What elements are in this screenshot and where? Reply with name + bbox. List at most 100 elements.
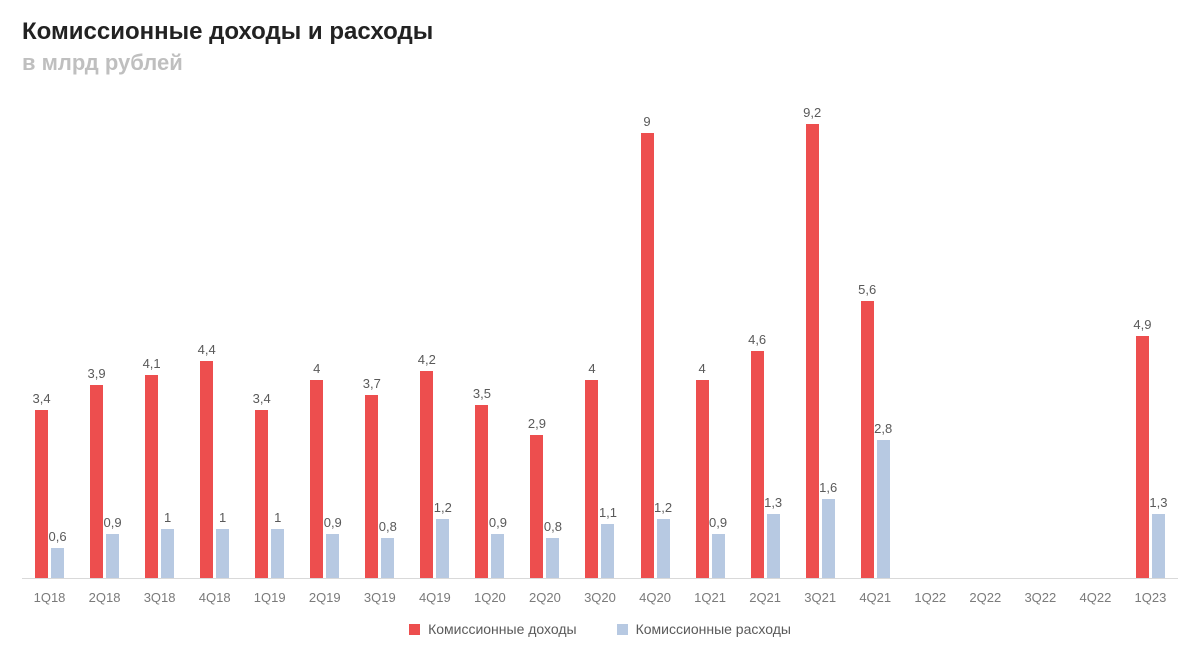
bar-group: 3,41 bbox=[242, 84, 297, 578]
bar-value-label: 9,2 bbox=[803, 105, 821, 124]
bar-expense: 0,8 bbox=[381, 538, 394, 578]
bar-group bbox=[1068, 84, 1123, 578]
bar-group: 4,11 bbox=[132, 84, 187, 578]
bar-income: 3,4 bbox=[35, 410, 48, 578]
bar-income: 3,5 bbox=[475, 405, 488, 578]
bar-expense: 1,3 bbox=[767, 514, 780, 578]
bar-value-label: 4,9 bbox=[1133, 317, 1151, 336]
chart-container: Комиссионные доходы и расходы в млрд руб… bbox=[0, 0, 1200, 649]
bar-value-label: 1,1 bbox=[599, 505, 617, 524]
bar-value-label: 3,5 bbox=[473, 386, 491, 405]
x-tick-label: 3Q18 bbox=[132, 590, 187, 605]
bar-value-label: 4,4 bbox=[198, 342, 216, 361]
bar-income: 4,4 bbox=[200, 361, 213, 578]
x-tick-label: 3Q21 bbox=[793, 590, 848, 605]
legend-label-income: Комиссионные доходы bbox=[428, 621, 577, 637]
bar-value-label: 3,7 bbox=[363, 376, 381, 395]
bar-group bbox=[1013, 84, 1068, 578]
x-tick-label: 2Q22 bbox=[958, 590, 1013, 605]
chart-title: Комиссионные доходы и расходы bbox=[22, 18, 1178, 46]
bar-group: 3,50,9 bbox=[462, 84, 517, 578]
bar-value-label: 4 bbox=[588, 361, 595, 380]
bar-value-label: 1 bbox=[274, 510, 281, 529]
bar-group: 41,1 bbox=[572, 84, 627, 578]
x-tick-label: 4Q22 bbox=[1068, 590, 1123, 605]
legend-swatch-income bbox=[409, 624, 420, 635]
bar-income: 4 bbox=[696, 380, 709, 578]
legend-item-income: Комиссионные доходы bbox=[409, 621, 577, 637]
bar-expense: 1,3 bbox=[1152, 514, 1165, 578]
bar-group: 4,91,3 bbox=[1123, 84, 1178, 578]
bar-value-label: 1,3 bbox=[1149, 495, 1167, 514]
bar-value-label: 4,1 bbox=[143, 356, 161, 375]
bar-income: 3,9 bbox=[90, 385, 103, 578]
bar-value-label: 0,6 bbox=[48, 529, 66, 548]
bar-value-label: 4,2 bbox=[418, 352, 436, 371]
bar-income: 9 bbox=[641, 133, 654, 578]
x-tick-label: 2Q18 bbox=[77, 590, 132, 605]
legend: Комиссионные доходы Комиссионные расходы bbox=[0, 621, 1200, 637]
bar-group: 3,70,8 bbox=[352, 84, 407, 578]
x-tick-label: 4Q21 bbox=[848, 590, 903, 605]
bar-value-label: 5,6 bbox=[858, 282, 876, 301]
bar-income: 2,9 bbox=[530, 435, 543, 578]
bar-value-label: 2,9 bbox=[528, 416, 546, 435]
bar-group: 3,40,6 bbox=[22, 84, 77, 578]
legend-item-expense: Комиссионные расходы bbox=[617, 621, 791, 637]
bar-value-label: 0,9 bbox=[489, 515, 507, 534]
bar-expense: 2,8 bbox=[877, 440, 890, 578]
bar-group bbox=[958, 84, 1013, 578]
bar-group: 5,62,8 bbox=[848, 84, 903, 578]
x-tick-label: 1Q19 bbox=[242, 590, 297, 605]
bar-expense: 1,2 bbox=[657, 519, 670, 578]
bar-value-label: 3,4 bbox=[253, 391, 271, 410]
bar-value-label: 1,6 bbox=[819, 480, 837, 499]
x-tick-label: 1Q23 bbox=[1123, 590, 1178, 605]
bar-expense: 1,2 bbox=[436, 519, 449, 578]
bar-income: 4 bbox=[585, 380, 598, 578]
x-tick-label: 4Q19 bbox=[407, 590, 462, 605]
plot-area: 3,40,63,90,94,114,413,4140,93,70,84,21,2… bbox=[22, 84, 1178, 579]
bar-expense: 0,6 bbox=[51, 548, 64, 578]
bar-group: 2,90,8 bbox=[517, 84, 572, 578]
bar-income: 4,6 bbox=[751, 351, 764, 578]
bar-expense: 0,9 bbox=[106, 534, 119, 578]
x-tick-label: 1Q18 bbox=[22, 590, 77, 605]
x-tick-label: 1Q21 bbox=[683, 590, 738, 605]
bar-group: 3,90,9 bbox=[77, 84, 132, 578]
bar-value-label: 1 bbox=[164, 510, 171, 529]
bar-value-label: 0,8 bbox=[544, 519, 562, 538]
bar-group: 4,2 1,2 bbox=[407, 84, 462, 578]
bar-value-label: 2,8 bbox=[874, 421, 892, 440]
bar-income: 4 bbox=[310, 380, 323, 578]
x-tick-label: 2Q21 bbox=[738, 590, 793, 605]
bar-income: 5,6 bbox=[861, 301, 874, 578]
bar-expense: 1,6 bbox=[822, 499, 835, 578]
x-tick-label: 3Q22 bbox=[1013, 590, 1068, 605]
bar-group: 40,9 bbox=[683, 84, 738, 578]
bar-income: 4,9 bbox=[1136, 336, 1149, 578]
bar-value-label: 4 bbox=[698, 361, 705, 380]
bar-income: 3,4 bbox=[255, 410, 268, 578]
bar-group: 91,2 bbox=[628, 84, 683, 578]
x-tick-label: 4Q18 bbox=[187, 590, 242, 605]
bar-income: 3,7 bbox=[365, 395, 378, 578]
bar-expense: 0,8 bbox=[546, 538, 559, 578]
bar-value-label: 4 bbox=[313, 361, 320, 380]
legend-swatch-expense bbox=[617, 624, 628, 635]
bar-value-label: 1 bbox=[219, 510, 226, 529]
x-tick-label: 4Q20 bbox=[628, 590, 683, 605]
bar-expense: 0,9 bbox=[326, 534, 339, 578]
bar-value-label: 1,3 bbox=[764, 495, 782, 514]
bar-value-label: 0,8 bbox=[379, 519, 397, 538]
chart-subtitle: в млрд рублей bbox=[22, 50, 1178, 76]
bar-value-label: 1,2 bbox=[434, 500, 452, 519]
x-tick-label: 1Q22 bbox=[903, 590, 958, 605]
bar-group: 4,41 bbox=[187, 84, 242, 578]
bar-group: 40,9 bbox=[297, 84, 352, 578]
bar-value-label: 3,9 bbox=[88, 366, 106, 385]
bar-value-label: 9 bbox=[643, 114, 650, 133]
bar-value-label: 0,9 bbox=[324, 515, 342, 534]
x-tick-label: 2Q20 bbox=[517, 590, 572, 605]
bar-income: 9,2 bbox=[806, 124, 819, 578]
